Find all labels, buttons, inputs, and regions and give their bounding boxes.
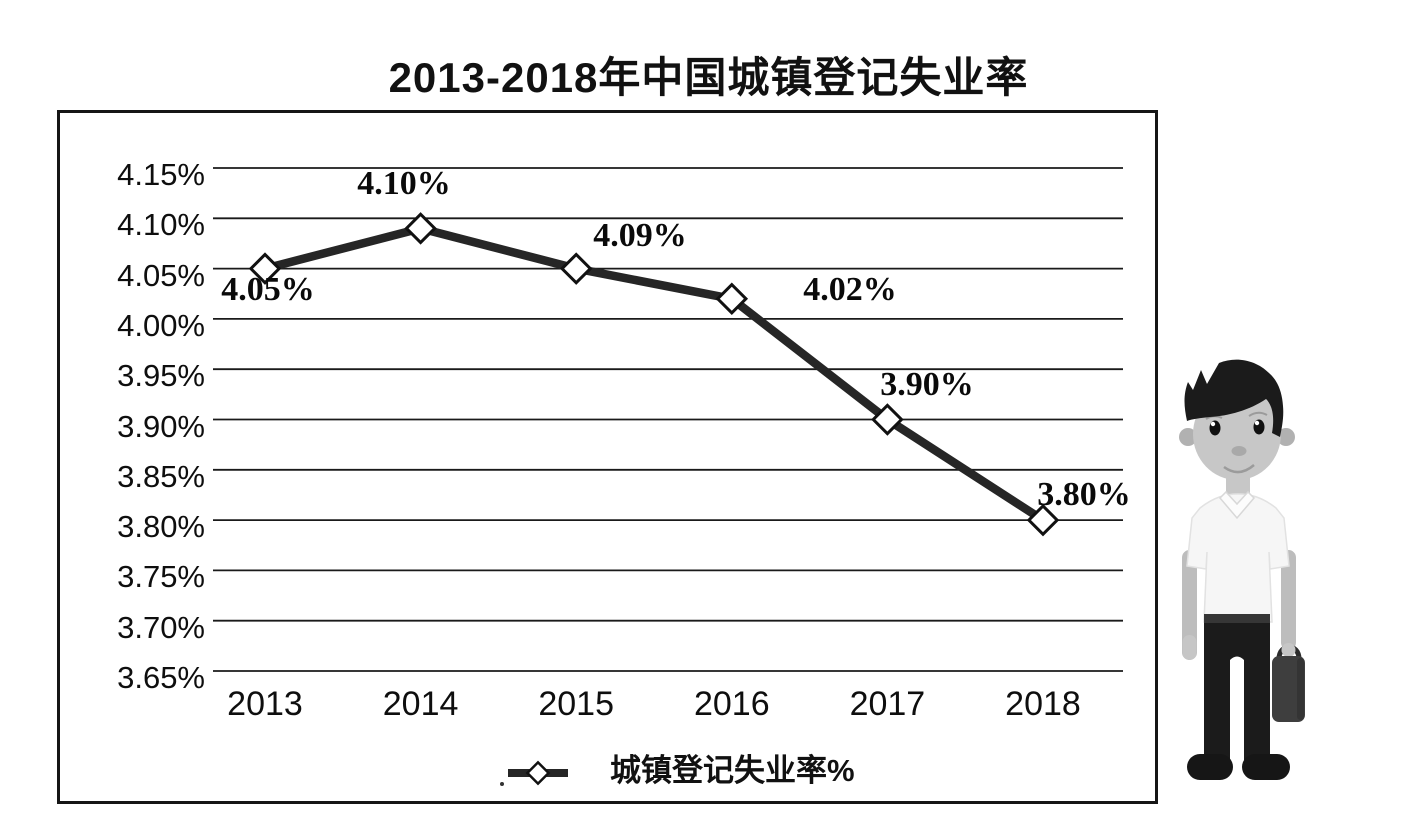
data-point-marker — [1026, 503, 1060, 537]
person-collar — [1218, 490, 1256, 520]
person-left-hand — [1182, 635, 1197, 660]
person-left-arm — [1182, 550, 1197, 660]
person-right-ear — [1277, 428, 1295, 446]
y-axis-tick-label: 4.00% — [117, 307, 205, 343]
data-point-marker — [715, 282, 749, 316]
y-axis-tick-label: 3.85% — [117, 458, 205, 494]
x-axis-tick-label: 2017 — [849, 685, 926, 723]
data-point-marker — [559, 252, 593, 285]
legend-leading-dot — [500, 782, 504, 786]
y-axis-tick-label: 3.70% — [117, 609, 205, 645]
y-axis-tick-label: 3.90% — [117, 408, 205, 444]
legend-diamond-icon — [525, 760, 551, 786]
person-right-hand — [1281, 643, 1296, 657]
y-axis-tick-label: 3.75% — [117, 559, 205, 595]
person-right-eye-highlight — [1254, 420, 1260, 426]
data-point-label: 4.05% — [221, 271, 315, 308]
data-point-label: 4.10% — [357, 165, 451, 202]
person-right-eyebrow — [1248, 411, 1268, 417]
x-axis-tick-label: 2018 — [1005, 685, 1081, 723]
briefcase-icon — [1272, 643, 1305, 722]
data-point-label: 4.09% — [593, 217, 687, 254]
person-body — [1182, 474, 1296, 660]
legend-marker-icon — [500, 760, 568, 786]
y-axis-tick-label: 4.15% — [117, 157, 205, 192]
y-axis-tick-label: 3.65% — [117, 660, 205, 695]
person-left-shoe — [1187, 754, 1233, 780]
briefcase-body — [1272, 656, 1305, 722]
briefcase-edge — [1297, 658, 1304, 720]
x-axis-tick-label: 2014 — [382, 685, 459, 723]
person-waistband — [1204, 614, 1270, 623]
person-nose — [1231, 446, 1247, 456]
chart-title: 2013-2018年中国城镇登记失业率 — [388, 54, 1029, 101]
person-right-arm — [1281, 550, 1296, 650]
data-point-marker — [871, 403, 904, 436]
person-left-eye — [1209, 420, 1221, 436]
y-axis-tick-label: 3.80% — [117, 509, 205, 545]
data-point-label: 3.80% — [1037, 476, 1131, 513]
person-right-shoe — [1242, 754, 1290, 780]
y-axis-tick-label: 4.05% — [117, 257, 205, 293]
data-point-marker — [404, 212, 437, 245]
person-pants — [1204, 614, 1270, 760]
data-point-marker — [248, 252, 282, 285]
person-head — [1179, 359, 1295, 480]
person-legs — [1187, 614, 1290, 780]
x-axis-tick-label: 2015 — [538, 685, 615, 723]
person-left-eye-highlight — [1210, 421, 1216, 427]
person-hair — [1184, 359, 1284, 437]
person-left-ear — [1179, 428, 1197, 446]
legend-label: 城镇登记失业率% — [610, 753, 855, 788]
person-mouth — [1223, 464, 1255, 474]
x-axis-tick-label: 2016 — [693, 685, 770, 723]
businessman-illustration — [1179, 359, 1305, 780]
chart-plot-area — [57, 110, 1158, 804]
data-line — [260, 224, 1048, 525]
person-right-eye — [1253, 419, 1265, 435]
x-axis-tick-label: 2013 — [227, 685, 303, 723]
data-point-label: 4.02% — [803, 271, 897, 308]
y-axis-tick-label: 3.95% — [117, 358, 205, 394]
data-point-label: 3.90% — [880, 366, 974, 403]
y-axis-tick-label: 4.10% — [117, 207, 205, 243]
